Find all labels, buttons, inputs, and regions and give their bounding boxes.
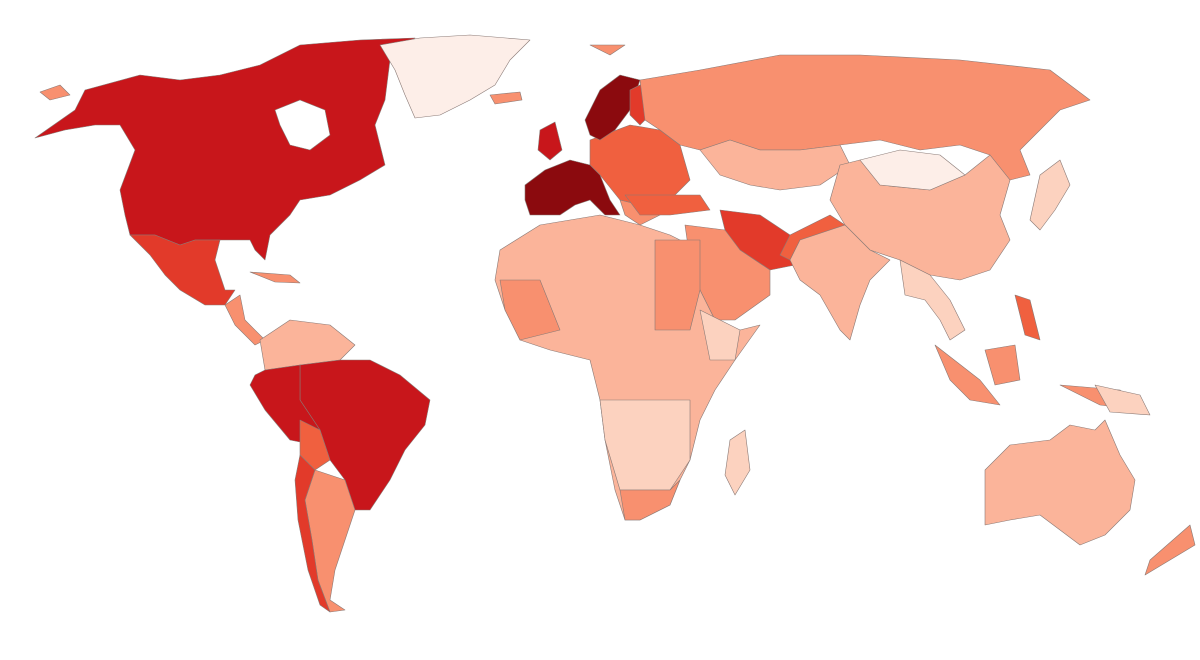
region	[724, 429, 751, 496]
region	[859, 149, 966, 191]
region	[299, 419, 331, 471]
region	[537, 121, 563, 161]
region	[934, 344, 1001, 406]
region	[489, 91, 523, 105]
region	[589, 44, 626, 56]
region	[1014, 294, 1041, 341]
region	[789, 224, 891, 341]
region	[899, 259, 966, 341]
region	[39, 84, 71, 101]
region	[524, 159, 621, 216]
region	[654, 239, 701, 331]
region	[624, 194, 711, 216]
region	[699, 309, 741, 361]
region	[619, 479, 681, 521]
region	[984, 419, 1136, 546]
water	[274, 99, 331, 151]
region	[249, 271, 301, 284]
region	[1029, 159, 1071, 231]
region	[129, 234, 236, 306]
region	[984, 344, 1021, 386]
region	[499, 279, 561, 341]
region	[1144, 524, 1196, 576]
region	[1094, 384, 1151, 416]
region	[294, 454, 331, 613]
region	[34, 37, 416, 261]
region	[379, 34, 531, 119]
